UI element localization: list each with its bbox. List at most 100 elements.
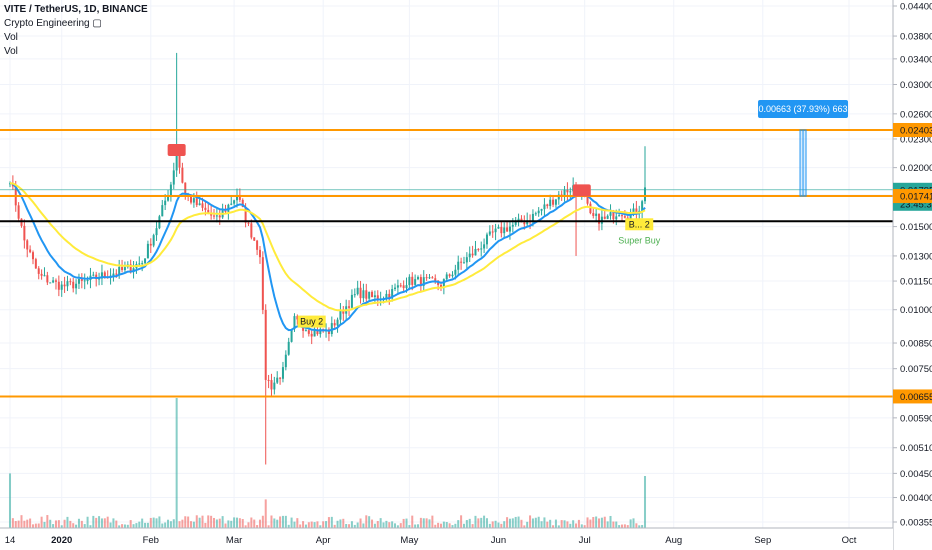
indicator-label[interactable]: Crypto Engineering ▢ <box>4 18 102 29</box>
x-axis[interactable]: 14 2020 Feb Mar Apr May Jun Jul Aug Sep Oct <box>0 527 893 550</box>
candle-body <box>348 306 351 308</box>
y-tick-label: 0.00590 <box>900 413 932 424</box>
volume-bar <box>247 522 250 528</box>
volume-bar <box>14 521 17 528</box>
volume-bar <box>552 525 555 528</box>
volume-bar <box>371 519 374 528</box>
volume-bar <box>635 523 638 528</box>
volume-bar <box>506 517 509 528</box>
candle-body <box>359 287 362 299</box>
volume-bar <box>181 519 184 528</box>
candle-body <box>480 248 483 250</box>
level-price-tag-bg <box>893 189 932 204</box>
candle-body <box>210 213 213 216</box>
candle-body <box>405 285 408 289</box>
candle-body <box>296 316 299 320</box>
volume-bar <box>327 517 330 528</box>
volume-bar <box>172 519 175 528</box>
volume-bar <box>362 523 365 528</box>
volume-bar <box>333 524 336 528</box>
candle-body <box>471 253 474 256</box>
candle-body <box>138 263 141 265</box>
volume-bar <box>460 515 463 528</box>
candle-body <box>356 287 359 295</box>
candle-body <box>307 330 310 334</box>
volume-bar <box>603 516 606 528</box>
volume-bar <box>575 523 578 528</box>
volume-bar <box>626 525 629 528</box>
candle-body <box>552 199 555 205</box>
volume-bar <box>414 524 417 528</box>
volume-bar <box>161 523 164 528</box>
volume-bar <box>235 517 238 528</box>
volume-bar <box>623 524 626 528</box>
volume-bar <box>37 523 40 528</box>
level-price-tag-bg <box>893 389 932 404</box>
volume-bar <box>31 524 34 528</box>
volume-bar <box>474 515 477 528</box>
volume-bar <box>448 523 451 528</box>
y-tick-label: 0.02300 <box>900 134 932 145</box>
candle-body <box>149 243 152 246</box>
volume-bar <box>399 523 402 528</box>
volume-bar <box>462 523 465 528</box>
volume-bar <box>66 516 69 528</box>
volume-label[interactable]: Vol <box>4 32 18 43</box>
candle-body <box>267 379 270 381</box>
annotations: Buy 2 Super Buy B... 2 <box>167 143 661 328</box>
candle-body <box>603 216 606 219</box>
volume-bar <box>517 516 520 528</box>
volume-bar <box>350 521 353 528</box>
volume-bar <box>34 523 37 528</box>
candle-body <box>365 290 368 299</box>
candle-body <box>141 263 144 265</box>
volume-bar <box>155 518 158 528</box>
buy-label-bg <box>297 315 326 328</box>
measure-tool[interactable]: 0.00663 (37.93%) 663 <box>758 99 849 197</box>
y-axis[interactable]: 0.04400 0.03800 0.03400 0.03000 0.02600 0.023… <box>892 0 932 550</box>
candle-body <box>152 235 155 246</box>
candle-body <box>215 215 218 217</box>
y-tick-label: 0.01300 <box>900 251 932 262</box>
volume-bar <box>175 398 178 528</box>
volume-bar <box>54 520 57 528</box>
volume-bar <box>557 525 560 528</box>
candle-body <box>485 234 488 245</box>
volume-bar <box>428 519 431 528</box>
candle-body <box>621 215 624 217</box>
candle-body <box>26 240 29 250</box>
volume-bar <box>118 525 121 528</box>
candle-body <box>629 214 632 220</box>
volume-bar <box>531 518 534 528</box>
candle-body <box>526 220 529 225</box>
volume-bar <box>109 522 112 528</box>
candle-body <box>238 196 241 200</box>
volume-bar <box>92 515 95 528</box>
volume-bar <box>569 523 572 528</box>
candle-body <box>100 272 103 279</box>
candle-body <box>281 367 284 379</box>
volume-bar <box>465 520 468 528</box>
volume-bar <box>126 524 129 528</box>
volume-bar <box>313 522 316 528</box>
candle-body <box>434 278 437 281</box>
y-tick-label: 0.00400 <box>900 493 932 504</box>
volume-bar <box>560 520 563 528</box>
legend: VITE / TetherUS, 1D, BINANCE Crypto Engi… <box>4 3 148 59</box>
x-tick-label: Jun <box>491 535 506 546</box>
volume-bar <box>422 518 425 528</box>
volume-bar <box>299 524 302 528</box>
volume-bar <box>302 521 305 528</box>
candle-body <box>508 226 511 232</box>
sell-marker <box>572 184 591 197</box>
candle-body <box>304 330 307 332</box>
candle-body <box>181 167 184 183</box>
volume-bar <box>641 524 644 528</box>
volume-label[interactable]: Vol <box>4 46 18 57</box>
volume-bar <box>437 522 440 528</box>
super-buy-label: Super Buy <box>618 236 661 246</box>
symbol-title[interactable]: VITE / TetherUS, 1D, BINANCE <box>4 4 148 15</box>
volume-bar <box>431 515 434 528</box>
volume-bar <box>146 522 149 528</box>
